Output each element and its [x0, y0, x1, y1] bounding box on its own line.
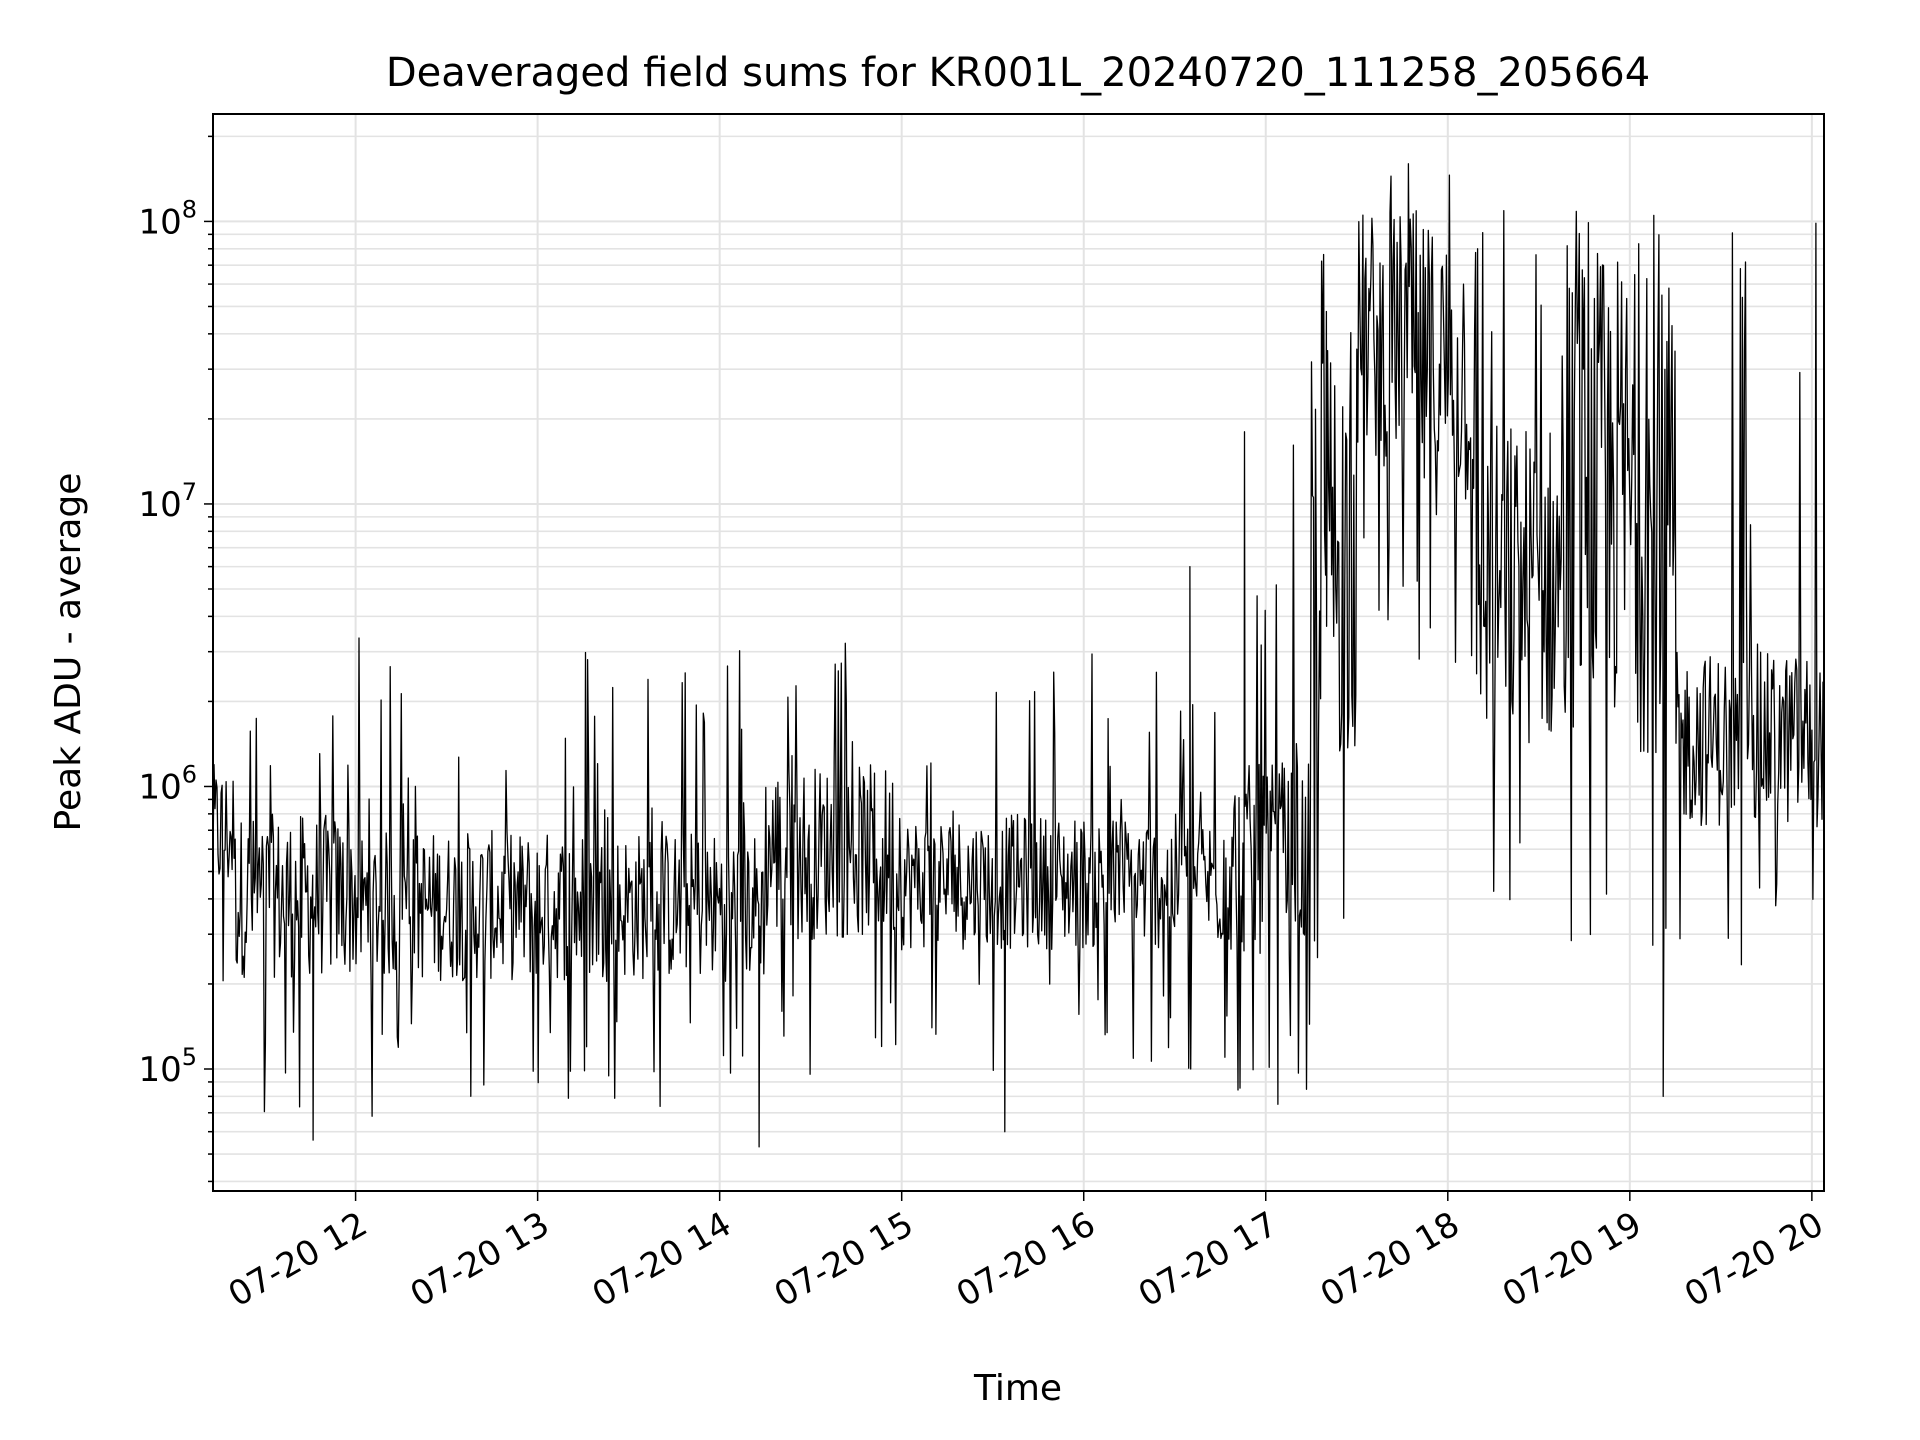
plot-frame — [212, 113, 1825, 1192]
y-axis-label: Peak ADU - average — [48, 473, 89, 832]
y-tick-label: 105 — [138, 1043, 197, 1090]
y-tick-label: 107 — [138, 478, 197, 525]
y-tick-label: 106 — [138, 760, 197, 807]
series-line — [212, 163, 1825, 1148]
x-axis-label: Time — [973, 1368, 1062, 1409]
chart-title: Deaveraged field sums for KR001L_2024072… — [386, 50, 1650, 96]
y-tick-label: 108 — [138, 195, 197, 242]
series-time-trace — [212, 163, 1825, 1148]
